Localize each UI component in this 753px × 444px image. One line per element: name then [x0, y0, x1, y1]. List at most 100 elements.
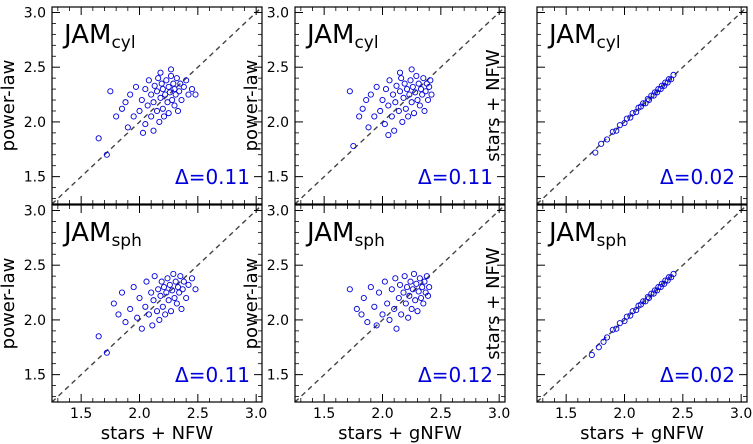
- data-point: [651, 287, 658, 294]
- data-point: [403, 86, 411, 93]
- data-point: [388, 113, 395, 120]
- data-point: [403, 284, 411, 291]
- data-point: [151, 273, 158, 280]
- data-point: [155, 75, 162, 82]
- panel-title-main: JAM: [62, 20, 111, 50]
- data-point: [143, 278, 150, 285]
- data-point: [153, 107, 161, 115]
- panel-frame: [536, 204, 748, 403]
- panel-6: 1.5 2.0 2.5 3.0 stars + NFW stars + gNFW JAMsp…: [483, 204, 752, 444]
- data-point: [658, 82, 665, 89]
- data-point: [179, 286, 186, 293]
- panel-2: 1.5 2.0 2.5 3.0 power-law JAMcyl Δ=0.11: [241, 5, 506, 205]
- data-point: [192, 286, 199, 293]
- data-point: [408, 305, 415, 313]
- panel-title-main: JAM: [547, 20, 596, 50]
- data-point: [400, 94, 407, 101]
- y-tick-label: 1.5: [24, 170, 46, 186]
- data-point: [177, 80, 184, 87]
- data-point: [177, 273, 184, 280]
- y-axis-label: stars + NFW: [483, 49, 504, 162]
- data-point: [384, 300, 391, 307]
- x-tick-label: 2.0: [613, 406, 635, 422]
- data-point: [421, 107, 428, 115]
- data-point: [136, 107, 143, 115]
- data-point: [130, 113, 137, 120]
- panel-title-subscript: sph: [111, 231, 141, 251]
- data-point: [359, 105, 366, 112]
- data-point: [165, 83, 172, 90]
- data-point: [388, 286, 395, 293]
- data-point: [192, 91, 199, 98]
- panel-frame: [294, 6, 506, 205]
- y-tick-label: 1.5: [24, 368, 46, 384]
- data-point: [657, 284, 664, 291]
- panel-title-subscript: sph: [354, 231, 384, 251]
- data-point: [156, 118, 163, 125]
- data-point: [395, 107, 402, 115]
- points-group: [95, 66, 199, 158]
- data-point: [159, 303, 166, 310]
- data-point: [670, 71, 677, 78]
- data-point: [595, 344, 602, 351]
- data-point: [353, 305, 360, 313]
- points-group: [346, 66, 435, 150]
- panel-title-main: JAM: [305, 218, 354, 248]
- data-point: [180, 83, 187, 90]
- panel-1: 1.5 2.0 2.5 3.0 power-law JAMcyl Δ=0.11: [0, 5, 263, 205]
- data-point: [416, 102, 423, 109]
- data-point: [598, 140, 605, 147]
- y-tick-label: 2.5: [267, 258, 289, 274]
- data-point: [138, 325, 145, 332]
- data-point: [124, 124, 131, 131]
- data-point: [151, 82, 158, 89]
- data-point: [371, 303, 378, 310]
- data-point: [644, 293, 651, 300]
- data-point: [644, 95, 651, 102]
- y-tick-label: 2.5: [24, 60, 46, 76]
- data-point: [367, 284, 374, 291]
- panel-title-subscript: cyl: [111, 33, 135, 53]
- data-point: [392, 275, 399, 282]
- data-point: [136, 294, 143, 302]
- delta-annotation: Δ=0.12: [418, 363, 493, 387]
- data-point: [410, 270, 418, 278]
- y-tick-label: 2.0: [24, 115, 46, 131]
- data-point: [169, 96, 176, 104]
- data-point: [373, 322, 380, 329]
- data-point: [103, 349, 110, 356]
- data-point: [103, 151, 110, 158]
- panel-3: stars + NFW JAMcyl Δ=0.02: [483, 6, 748, 205]
- data-point: [613, 127, 620, 134]
- data-point: [391, 305, 398, 313]
- data-point: [164, 275, 171, 282]
- data-point: [427, 77, 434, 84]
- data-point: [148, 289, 155, 296]
- y-tick-label: 2.5: [24, 258, 46, 274]
- panel-title-subscript: cyl: [354, 33, 378, 53]
- data-point: [413, 72, 420, 79]
- data-point: [588, 351, 595, 358]
- data-point: [165, 110, 172, 117]
- data-point: [155, 286, 162, 293]
- data-point: [157, 94, 164, 101]
- data-point: [358, 311, 365, 318]
- identity-line: [52, 205, 262, 402]
- x-tick-label: 3.0: [730, 406, 752, 422]
- panel-frame: [536, 6, 748, 205]
- data-point: [153, 308, 161, 315]
- panel-title-main: JAM: [62, 218, 111, 248]
- data-point: [655, 284, 662, 291]
- y-axis-label: stars + NFW: [483, 247, 504, 360]
- data-point: [162, 311, 169, 318]
- data-point: [412, 89, 419, 96]
- panel-5: 1.5 2.0 2.5 3.0 1.5 2.0 2.5 3.0 power-law stars +…: [241, 203, 510, 444]
- data-point: [130, 284, 137, 291]
- data-point: [142, 86, 149, 93]
- data-point: [367, 91, 374, 98]
- data-point: [371, 113, 378, 120]
- identity-line: [295, 7, 505, 204]
- data-point: [415, 80, 422, 87]
- data-point: [640, 100, 647, 107]
- data-point: [172, 91, 179, 98]
